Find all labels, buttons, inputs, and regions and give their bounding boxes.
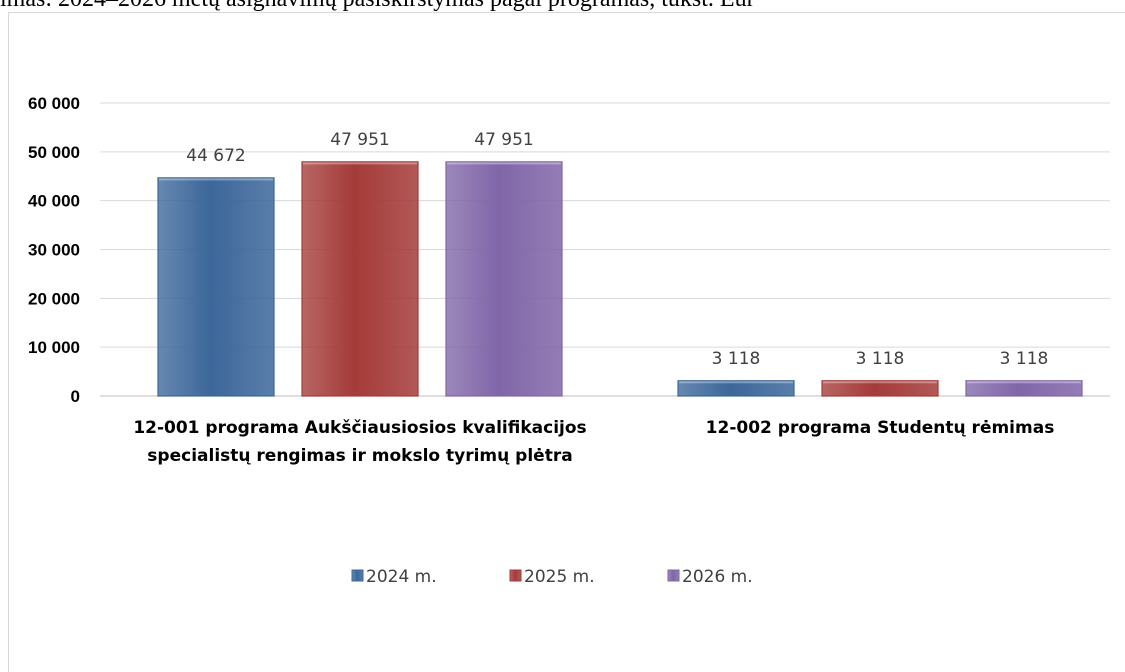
legend-swatch xyxy=(667,569,680,582)
legend: 2024 m. 2025 m. 2026 m. xyxy=(351,567,753,587)
category-labels: 12-001 programa Aukščiausiosios kvalifik… xyxy=(133,418,1054,466)
y-axis-ticks: 0 10 000 20 000 30 000 40 000 50 000 60 000 xyxy=(28,94,80,406)
data-label: 3 118 xyxy=(856,349,905,369)
y-tick-label: 30 000 xyxy=(28,241,80,260)
bars xyxy=(157,161,1083,397)
document-title: imas: 2024–2026 metų asignavimų pasiskir… xyxy=(0,0,1125,12)
bar xyxy=(301,161,419,397)
bar xyxy=(965,380,1083,397)
data-label: 3 118 xyxy=(712,349,761,369)
data-label: 3 118 xyxy=(1000,349,1049,369)
chart-frame xyxy=(8,12,1125,672)
y-tick-label: 0 xyxy=(71,387,80,406)
data-labels: 44 672 3 118 47 951 3 118 47 951 3 118 xyxy=(186,130,1048,369)
legend-swatch xyxy=(351,569,364,582)
legend-swatch xyxy=(509,569,522,582)
legend-label: 2025 m. xyxy=(524,567,595,587)
category-label: 12-002 programa Studentų rėmimas xyxy=(706,418,1055,438)
data-label: 47 951 xyxy=(474,130,533,150)
y-tick-label: 50 000 xyxy=(28,143,80,162)
category-label: specialistų rengimas ir mokslo tyrimų pl… xyxy=(147,446,572,466)
y-tick-label: 60 000 xyxy=(28,94,80,113)
bar xyxy=(821,380,939,397)
bar xyxy=(157,177,275,397)
legend-label: 2026 m. xyxy=(682,567,753,587)
data-label: 47 951 xyxy=(330,130,389,150)
data-label: 44 672 xyxy=(186,146,245,166)
y-tick-label: 40 000 xyxy=(28,192,80,211)
category-label: 12-001 programa Aukščiausiosios kvalifik… xyxy=(133,418,586,438)
legend-label: 2024 m. xyxy=(366,567,437,587)
y-tick-label: 10 000 xyxy=(28,338,80,357)
bar xyxy=(677,380,795,397)
bar xyxy=(445,161,563,397)
y-tick-label: 20 000 xyxy=(28,289,80,308)
